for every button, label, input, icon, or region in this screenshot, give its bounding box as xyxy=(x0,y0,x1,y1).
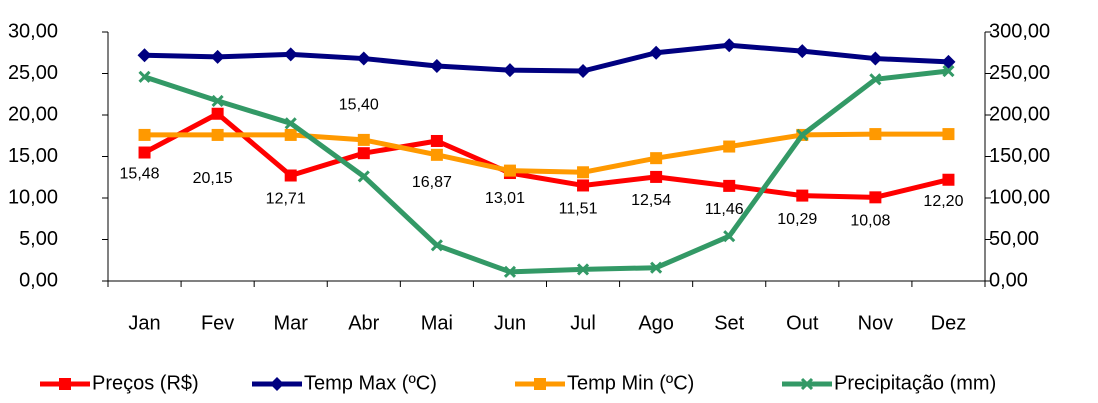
x-tick-label: Nov xyxy=(858,312,894,334)
point xyxy=(211,107,224,120)
series-line xyxy=(143,68,949,275)
y-tick-label: 0,00 xyxy=(19,269,58,291)
point xyxy=(723,179,736,192)
data-label: 10,29 xyxy=(777,211,817,228)
point xyxy=(138,128,151,141)
point xyxy=(796,128,809,141)
x-tick-label: Jan xyxy=(128,312,160,334)
data-label: 12,71 xyxy=(266,191,306,208)
legend-marker xyxy=(270,377,284,391)
point xyxy=(942,64,955,78)
point xyxy=(795,44,810,59)
point xyxy=(503,265,517,278)
point xyxy=(941,54,956,69)
y2-tick-label: 200,00 xyxy=(989,103,1050,125)
legend-label: Temp Min (ºC) xyxy=(567,372,694,394)
point xyxy=(650,261,663,274)
point xyxy=(210,49,225,64)
y2-tick-label: 250,00 xyxy=(989,62,1050,84)
point xyxy=(138,70,151,83)
point xyxy=(577,179,590,192)
data-label: 13,01 xyxy=(485,190,525,207)
x-tick-label: Mai xyxy=(421,312,453,334)
legend-marker xyxy=(800,377,814,391)
point xyxy=(430,239,443,252)
y-tick-label: 20,00 xyxy=(8,103,58,125)
data-label: 11,46 xyxy=(705,201,744,218)
y-tick-label: 10,00 xyxy=(8,186,58,208)
x-tick-label: Fev xyxy=(201,312,234,334)
point xyxy=(138,146,151,159)
point xyxy=(869,191,882,204)
point xyxy=(357,147,370,160)
series-line xyxy=(144,42,949,74)
y2-tick-label: 0,00 xyxy=(989,269,1028,291)
point xyxy=(284,128,297,141)
point xyxy=(356,51,371,66)
point xyxy=(796,189,809,202)
point xyxy=(576,64,591,79)
y2-tick-label: 100,00 xyxy=(989,186,1050,208)
point xyxy=(942,128,955,141)
x-tick-label: Out xyxy=(786,312,819,334)
x-tick-label: Abr xyxy=(348,312,379,334)
point xyxy=(576,263,590,276)
point xyxy=(284,169,297,182)
point xyxy=(869,73,882,86)
x-tick-label: Jul xyxy=(570,312,596,334)
data-label: 11,51 xyxy=(559,201,598,218)
data-label: 10,08 xyxy=(850,213,890,230)
x-tick-label: Ago xyxy=(638,312,674,334)
point xyxy=(502,63,517,78)
data-label: 12,54 xyxy=(631,192,671,209)
y-tick-label: 30,00 xyxy=(8,20,58,42)
x-tick-label: Jun xyxy=(494,312,526,334)
y2-tick-label: 50,00 xyxy=(989,228,1039,250)
data-label: 16,87 xyxy=(412,174,452,191)
point xyxy=(137,48,152,63)
legend-marker xyxy=(534,378,546,390)
point xyxy=(430,134,443,147)
data-label: 20,15 xyxy=(193,170,233,187)
point xyxy=(650,170,663,183)
data-label: 15,40 xyxy=(339,96,379,113)
point xyxy=(283,47,298,62)
point xyxy=(357,133,370,146)
legend-label: Temp Max (ºC) xyxy=(304,372,437,394)
x-tick-label: Mar xyxy=(273,312,308,334)
data-label: 12,20 xyxy=(923,193,963,210)
point xyxy=(942,173,955,186)
point xyxy=(430,148,443,161)
y-tick-label: 25,00 xyxy=(8,62,58,84)
point xyxy=(211,128,224,141)
point xyxy=(722,38,737,53)
legend-label: Preços (R$) xyxy=(92,372,199,394)
x-tick-label: Dez xyxy=(931,312,967,334)
point xyxy=(869,128,882,141)
point xyxy=(723,140,736,153)
point xyxy=(650,152,663,165)
point xyxy=(868,51,883,66)
point xyxy=(429,59,444,74)
point xyxy=(357,170,370,183)
point xyxy=(723,230,736,243)
point xyxy=(577,166,590,179)
legend-marker xyxy=(59,378,71,390)
legend-label: Precipitação (mm) xyxy=(834,372,996,394)
point xyxy=(211,94,224,107)
y2-tick-label: 300,00 xyxy=(989,20,1050,42)
series-line xyxy=(144,131,949,175)
series-line xyxy=(143,111,950,200)
point xyxy=(649,45,664,60)
y-tick-label: 5,00 xyxy=(19,228,58,250)
y2-tick-label: 150,00 xyxy=(989,145,1050,167)
x-tick-label: Set xyxy=(714,312,744,334)
point xyxy=(284,117,297,130)
point xyxy=(503,164,516,177)
y-tick-label: 15,00 xyxy=(8,145,58,167)
data-label: 15,48 xyxy=(120,166,160,183)
